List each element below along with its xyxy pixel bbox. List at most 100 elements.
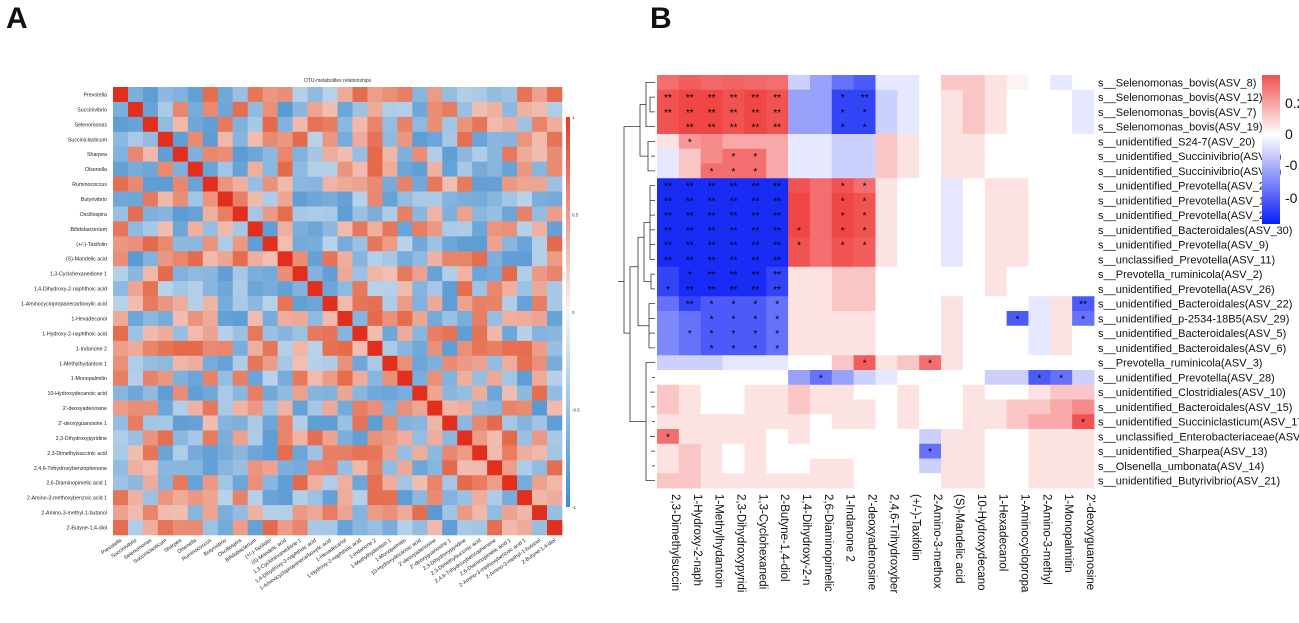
- heatmap-b-cell: [657, 311, 680, 327]
- heatmap-a-cell: [157, 176, 174, 192]
- heatmap-a-cell: [532, 87, 548, 103]
- heatmap-b-significance: *: [841, 241, 845, 252]
- heatmap-b-cell: [941, 370, 964, 386]
- heatmap-a-cell: [367, 221, 383, 237]
- heatmap-a-cell: [472, 146, 488, 162]
- heatmap-a-cell: [517, 311, 533, 327]
- heatmap-a-cell: [367, 355, 383, 372]
- heatmap-a-cell: [427, 221, 443, 237]
- heatmap-b-significance: **: [708, 196, 716, 207]
- heatmap-a-cell: [397, 311, 413, 327]
- heatmap-b-cell: [984, 311, 1007, 327]
- heatmap-b-cell: [941, 325, 964, 341]
- heatmap-a-cell: [232, 505, 248, 521]
- heatmap-a-cell: [442, 296, 458, 312]
- heatmap-a-cell: [232, 370, 248, 386]
- heatmap-a-cell: [277, 146, 293, 162]
- heatmap-a-cell: [292, 475, 308, 491]
- heatmap-b-cell: [657, 429, 680, 445]
- heatmap-a-cell: [352, 355, 368, 372]
- heatmap-a-cell: [547, 311, 563, 327]
- heatmap-b-cell: [788, 148, 811, 164]
- heatmap-a-cell: [502, 325, 518, 342]
- heatmap-a-cell: [187, 460, 204, 476]
- heatmap-a-row-label: Butyrivibrio: [81, 197, 107, 203]
- heatmap-b-cell: [722, 237, 745, 253]
- heatmap-b-cell: [941, 473, 964, 489]
- heatmap-a-cell: [547, 221, 563, 237]
- heatmap-a-cell: [142, 505, 159, 521]
- heatmap-a-cell: [172, 116, 189, 133]
- heatmap-b-cell: [853, 134, 876, 150]
- heatmap-b-cell: [962, 207, 986, 223]
- heatmap-b-significance: *: [710, 314, 714, 325]
- heatmap-b-cell: [919, 355, 942, 371]
- heatmap-a-cell: [172, 131, 189, 148]
- heatmap-a-cell: [412, 415, 428, 431]
- heatmap-b-cell: [700, 458, 723, 474]
- heatmap-a-cell: [277, 101, 293, 118]
- heatmap-a-cell: [262, 430, 278, 446]
- heatmap-b-cell: [744, 429, 767, 445]
- heatmap-b-cell: [766, 89, 789, 105]
- heatmap-b-significance: **: [708, 241, 716, 252]
- heatmap-a-cell: [517, 101, 533, 118]
- heatmap-a-cell: [412, 520, 428, 536]
- heatmap-a-cell: [337, 131, 353, 148]
- heatmap-a-cell: [412, 325, 428, 342]
- heatmap-b-cell: [700, 252, 723, 268]
- panel-b-label: B: [650, 2, 672, 35]
- heatmap-b-cell: [722, 104, 745, 120]
- heatmap-b-cell: [897, 355, 920, 371]
- heatmap-a-cell: [337, 505, 353, 521]
- heatmap-b-significance: *: [710, 300, 714, 311]
- heatmap-a-cell: [232, 415, 248, 431]
- heatmap-a-cell: [142, 251, 159, 267]
- heatmap-b-cell: [809, 89, 833, 105]
- heatmap-b-significance: *: [732, 329, 736, 340]
- dendrogram-branch: [648, 303, 655, 349]
- heatmap-a-cell: [487, 385, 503, 401]
- heatmap-a-cell: [337, 460, 353, 476]
- heatmap-b-cell: [984, 148, 1007, 164]
- heatmap-b-significance: **: [773, 255, 781, 266]
- heatmap-b-cell: [831, 370, 855, 386]
- heatmap-b-cell: [1028, 89, 1051, 105]
- heatmap-a-cell: [367, 400, 383, 416]
- heatmap-b-cell: [1006, 266, 1029, 282]
- heatmap-a-row-label: 10-Hydroxydecanoic acid: [48, 391, 108, 397]
- heatmap-b-significance: *: [775, 314, 779, 325]
- heatmap-a-cell: [337, 311, 353, 327]
- heatmap-a-cell: [247, 520, 263, 536]
- heatmap-a-cell: [322, 460, 338, 476]
- heatmap-b-cell: [700, 104, 723, 120]
- heatmap-b-cell: [1006, 325, 1029, 341]
- heatmap-b-cell: [962, 473, 986, 489]
- heatmap-a-cell: [517, 520, 533, 536]
- heatmap-b-cell: [1006, 429, 1029, 445]
- heatmap-a-cell: [547, 101, 563, 118]
- heatmap-a-cell: [307, 176, 323, 192]
- heatmap-a-cell: [187, 415, 204, 431]
- heatmap-a-cell: [367, 176, 383, 192]
- heatmap-a-cell: [457, 430, 473, 446]
- heatmap-a-row-label: 2'-deoxyguanosine 1: [58, 421, 107, 427]
- heatmap-b-significance: *: [1081, 418, 1085, 429]
- heatmap-b-cell: [722, 384, 745, 400]
- heatmap-a-cell: [457, 161, 473, 177]
- heatmap-a-cell: [412, 460, 428, 476]
- heatmap-a-cell: [382, 385, 398, 401]
- heatmap-a-cell: [142, 445, 159, 461]
- heatmap-b-cell: [700, 75, 723, 91]
- heatmap-b-cell: [962, 266, 986, 282]
- heatmap-a-cell: [292, 400, 308, 416]
- dendrogram-branch: [643, 222, 651, 282]
- heatmap-b-significance: *: [863, 196, 867, 207]
- heatmap-b-cell: [853, 414, 876, 430]
- heatmap-b-cell: [1050, 89, 1073, 105]
- heatmap-b-cell: [678, 473, 702, 489]
- heatmap-b-cell: [1072, 178, 1095, 194]
- heatmap-a-cell: [247, 400, 263, 416]
- heatmap-a-cell: [322, 355, 338, 372]
- heatmap-b-cell: [919, 119, 942, 135]
